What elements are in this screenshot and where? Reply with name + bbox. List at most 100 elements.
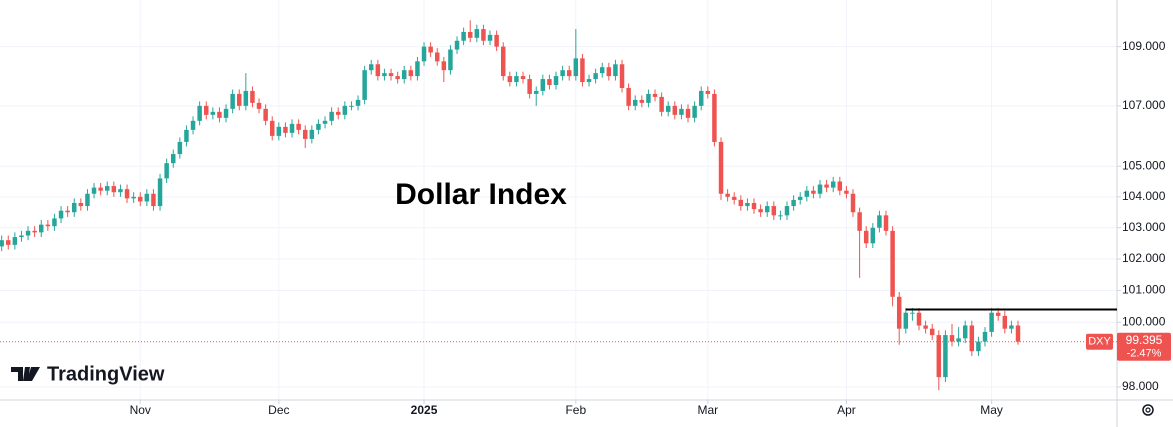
- settings-icon[interactable]: [1142, 404, 1154, 416]
- candle-body: [1009, 325, 1014, 329]
- candle-body: [639, 99, 645, 103]
- candle-body: [547, 79, 552, 85]
- candle-body: [368, 64, 374, 71]
- candle-body: [665, 105, 671, 112]
- candle-body: [52, 218, 57, 227]
- candle-body: [692, 105, 697, 118]
- candle-body: [441, 61, 447, 71]
- candle-body: [1015, 325, 1021, 342]
- x-tick-label: Dec: [268, 403, 289, 417]
- candle-body: [718, 141, 724, 194]
- candle-body: [355, 99, 361, 106]
- candle-body: [553, 76, 559, 85]
- candle-body: [844, 190, 849, 194]
- candle-body: [296, 123, 301, 130]
- candle-body: [250, 90, 255, 103]
- candle-body: [91, 187, 97, 194]
- candle-body: [78, 202, 84, 207]
- candle-body: [870, 227, 876, 244]
- candle-body: [791, 199, 796, 207]
- candle-body: [342, 105, 348, 115]
- x-tick-label: May: [980, 403, 1003, 417]
- candle-body: [863, 230, 869, 244]
- candle-body: [322, 120, 328, 124]
- y-tick-label: 104.000: [1122, 189, 1166, 203]
- candle-body: [560, 70, 565, 77]
- brand-name: TradingView: [47, 363, 165, 385]
- candle-body: [659, 96, 664, 112]
- candle-body: [995, 312, 1001, 316]
- candle-body: [283, 126, 288, 133]
- candle-body: [903, 312, 909, 329]
- candle-body: [507, 76, 513, 83]
- candle-body: [157, 178, 163, 207]
- candle-body: [448, 49, 453, 71]
- y-tick-label: 101.000: [1122, 283, 1166, 297]
- candle-body: [890, 230, 895, 297]
- candle-body: [85, 193, 90, 207]
- candle-body: [698, 90, 704, 106]
- candle-body: [335, 111, 341, 115]
- candle-body: [566, 70, 572, 77]
- candle-body: [910, 312, 915, 314]
- candle-body: [39, 224, 44, 233]
- candle-body: [626, 87, 631, 106]
- candle-body: [824, 184, 829, 188]
- candle-body: [243, 90, 249, 106]
- candle-body: [170, 154, 176, 164]
- candle-body: [230, 93, 235, 109]
- candle-body: [580, 58, 585, 83]
- grid: [0, 0, 1117, 400]
- candle-body: [936, 335, 942, 378]
- candle-body: [461, 31, 466, 41]
- candle-body: [712, 93, 717, 142]
- candle-body: [976, 341, 981, 352]
- candle-body: [197, 105, 202, 121]
- candle-body: [263, 108, 268, 121]
- candle-body: [269, 120, 275, 136]
- candle-body: [12, 237, 18, 245]
- candle-body: [652, 93, 658, 97]
- y-tick-label: 105.000: [1122, 158, 1166, 172]
- candle-body: [705, 90, 711, 94]
- candle-body: [105, 186, 110, 191]
- candle-body: [467, 31, 473, 38]
- y-tick-label: 109.000: [1122, 39, 1166, 53]
- candle-body: [850, 193, 856, 213]
- candle-body: [797, 196, 803, 200]
- candle-body: [929, 328, 935, 336]
- candle-body: [19, 235, 24, 238]
- x-tick-label: Feb: [565, 403, 586, 417]
- candle-body: [540, 79, 546, 91]
- candle-body: [316, 123, 321, 130]
- candle-body: [382, 73, 387, 77]
- candle-body: [190, 120, 196, 130]
- candle-body: [943, 335, 948, 378]
- candle-body: [500, 46, 506, 77]
- candle-body: [289, 123, 295, 133]
- candle-body: [533, 90, 539, 94]
- candle-body: [144, 193, 150, 202]
- candle-body: [388, 73, 394, 77]
- candle-body: [6, 240, 11, 245]
- candle-body: [223, 108, 229, 118]
- candle-body: [349, 105, 354, 107]
- brand-logo: TradingView: [11, 363, 165, 385]
- y-tick-label: 98.000: [1122, 379, 1159, 393]
- x-tick-label: 2025: [411, 403, 438, 417]
- candle-body: [177, 141, 183, 155]
- candle-body: [606, 67, 612, 77]
- candle-body: [415, 61, 420, 77]
- candle-body: [527, 79, 532, 94]
- candle-body: [731, 196, 737, 200]
- candle-body: [672, 105, 678, 115]
- candle-body: [771, 206, 777, 216]
- candle-body: [969, 325, 975, 352]
- candles: [0, 20, 1021, 391]
- candle-body: [619, 64, 625, 88]
- candle-body: [923, 325, 928, 329]
- candle-body: [877, 215, 882, 228]
- candle-body: [514, 76, 519, 83]
